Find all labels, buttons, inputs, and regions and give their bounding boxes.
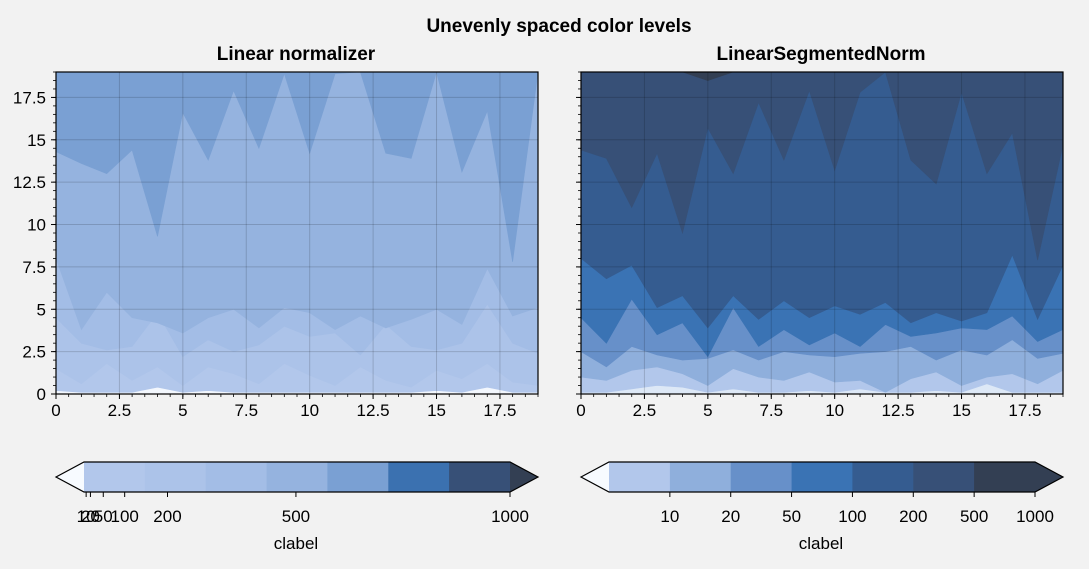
x-tick-label: 0	[576, 401, 585, 420]
contour-band	[581, 72, 1063, 81]
colorbar-segment	[974, 462, 1036, 492]
colorbar-tick-label: 100	[110, 507, 138, 526]
figure-suptitle: Unevenly spaced color levels	[426, 16, 691, 37]
colorbar-segment	[84, 462, 146, 492]
colorbar-label-linear: clabel	[274, 534, 318, 553]
x-tick-label: 15	[427, 401, 446, 420]
colorbar-tick-label: 10	[660, 507, 679, 526]
contour-band	[56, 72, 538, 262]
y-tick-label: 0	[37, 385, 46, 404]
colorbar-tick-label: 20	[81, 507, 100, 526]
panel-linear-normalizer: Linear normalizer 0 2.5 5 7.5 10 12.5 15 17.5 0 2…	[13, 44, 540, 553]
y-tick-label: 10	[27, 216, 46, 235]
colorbar-segment	[609, 462, 671, 492]
x-tick-label: 2.5	[108, 401, 132, 420]
x-tick-label: 10	[300, 401, 319, 420]
colorbar-tick-label: 20	[721, 507, 740, 526]
colorbar-outline	[579, 461, 1065, 493]
y-tick-label: 5	[37, 300, 46, 319]
colorbar-segment	[205, 462, 268, 492]
contour-band	[581, 72, 1063, 261]
y-tick-label: 17.5	[13, 88, 46, 107]
colorbar-tick-label: 200	[899, 507, 927, 526]
colorbar-segment	[266, 462, 328, 492]
colorbar-segment	[669, 462, 732, 492]
colorbar-tick-label: 50	[782, 507, 801, 526]
x-tick-label: 5	[703, 401, 712, 420]
y-tick-label: 15	[27, 131, 46, 150]
x-tick-label: 0	[51, 401, 60, 420]
y-tick-label: 7.5	[22, 258, 46, 277]
x-tick-label: 17.5	[1008, 401, 1041, 420]
colorbar-tick-label: 200	[153, 507, 181, 526]
colorbar-segment	[730, 462, 793, 492]
colorbar-tick-label: 500	[960, 507, 988, 526]
x-tick-label: 12.5	[882, 401, 915, 420]
colorbar-tick-label: 1000	[491, 507, 529, 526]
colorbar-tick-label: 1000	[1016, 507, 1054, 526]
y-tick-label: 12.5	[13, 173, 46, 192]
colorbar-segment	[449, 462, 511, 492]
contour-plot-segmented: 0 2.5 5 7.5 10 12.5 15 17.5	[576, 71, 1064, 420]
colorbar-tick-label: 500	[282, 507, 310, 526]
x-tick-label: 12.5	[357, 401, 390, 420]
colorbar-extend-low	[581, 462, 609, 492]
colorbar-label-segmented: clabel	[799, 534, 843, 553]
colorbar-tick-label: 50	[94, 507, 113, 526]
colorbar-segment	[852, 462, 914, 492]
x-tick-label: 7.5	[234, 401, 258, 420]
colorbar-tick-label: 10	[77, 507, 96, 526]
colorbar-segment	[144, 462, 207, 492]
x-tick-label: 7.5	[759, 401, 783, 420]
colorbar-segmented: 10 20 50 100 200 500 1000	[579, 461, 1065, 526]
x-tick-label: 2.5	[633, 401, 657, 420]
colorbar-segment	[791, 462, 853, 492]
colorbar-extend-high	[510, 462, 538, 492]
colorbar-segment	[327, 462, 389, 492]
colorbar-extend-low	[56, 462, 84, 492]
contour-plot-linear: 0 2.5 5 7.5 10 12.5 15 17.5 0 2.5 5 7.5 10 12.5 15 17.5	[13, 71, 539, 420]
colorbar-outline	[54, 461, 540, 493]
x-tick-label: 15	[952, 401, 971, 420]
x-tick-label: 10	[825, 401, 844, 420]
colorbar-tick-label: 100	[838, 507, 866, 526]
colorbar-extend-high	[1035, 462, 1063, 492]
x-tick-label: 17.5	[483, 401, 516, 420]
colorbar-segment	[388, 462, 450, 492]
colorbar-segment	[913, 462, 975, 492]
x-tick-label: 5	[178, 401, 187, 420]
panel-title-linear: Linear normalizer	[217, 44, 376, 65]
panel-linear-segmented-norm: LinearSegmentedNorm 0 2.5 5 7.5 10 12.5 15 17.5…	[576, 44, 1065, 553]
panel-title-segmented: LinearSegmentedNorm	[716, 44, 925, 65]
y-tick-label: 2.5	[22, 343, 46, 362]
